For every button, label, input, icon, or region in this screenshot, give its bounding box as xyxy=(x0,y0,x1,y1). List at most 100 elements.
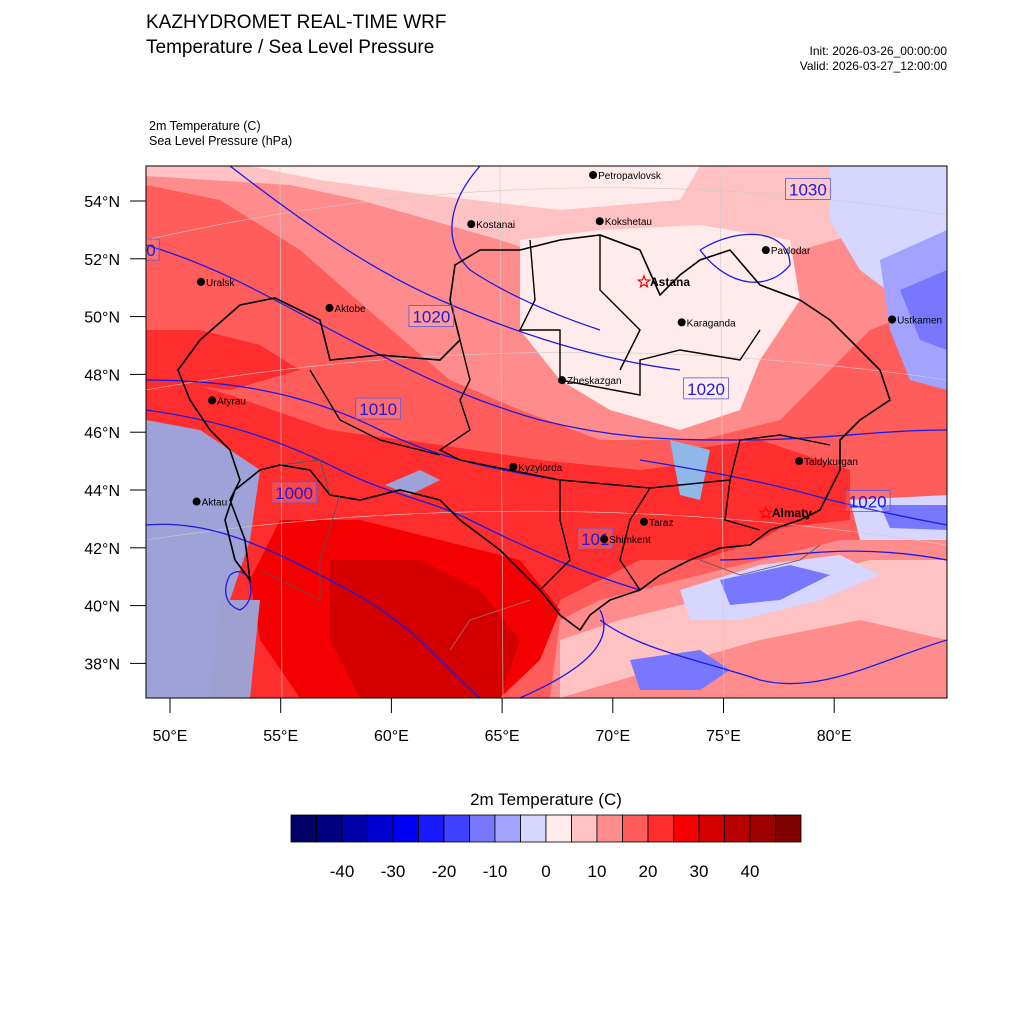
colorbar-swatch xyxy=(316,814,343,843)
isobar-label: 1020 xyxy=(849,493,887,512)
lon-tick-label: 80°E xyxy=(817,728,852,745)
isobar-label-box xyxy=(271,481,317,504)
isobar-label: 1010 xyxy=(118,241,156,260)
isobar-label: 101 xyxy=(581,530,609,549)
isobar-label-box xyxy=(844,490,891,512)
city-label: Uralsk xyxy=(206,278,235,289)
lat-tick-label: 44°N xyxy=(84,483,120,500)
city-label: Shimkent xyxy=(609,535,651,546)
borders xyxy=(177,234,891,651)
colorbar-swatch xyxy=(775,814,802,843)
colorbar-tick-label: -10 xyxy=(483,862,508,881)
lat-tick-label: 42°N xyxy=(84,541,120,558)
city-label: Zheskazgan xyxy=(567,376,621,387)
colorbar-swatch xyxy=(698,814,725,843)
lat-tick-label: 46°N xyxy=(84,425,120,442)
colorbar xyxy=(290,814,802,843)
colorbar-swatch xyxy=(341,814,368,843)
isobar-label-box xyxy=(577,527,614,550)
colorbar-swatch xyxy=(749,814,776,843)
colorbar-swatch xyxy=(290,814,317,843)
city-dot xyxy=(325,303,334,312)
city-label: Kostanai xyxy=(476,220,515,231)
city-dot xyxy=(558,376,567,385)
colorbar-swatch xyxy=(673,814,700,843)
temperature-field-label: 2m Temperature (C) xyxy=(149,119,261,133)
colorbar-title: 2m Temperature (C) xyxy=(470,790,622,809)
colorbar-swatch xyxy=(622,814,649,843)
temperature-field xyxy=(146,166,947,698)
city-label: Taldykurgan xyxy=(804,457,858,468)
longitude-axis: 50°E 55°E 60°E 65°E 70°E 75°E 80°E xyxy=(153,698,852,745)
pressure-field-label: Sea Level Pressure (hPa) xyxy=(149,134,293,148)
isobar-label-box xyxy=(683,377,729,400)
isobar-label-box xyxy=(355,397,402,420)
cities: Petropavlovsk Kostanai Kokshetau Pavlodar Ur… xyxy=(192,170,942,546)
init-time: Init: 2026-03-26_00:00:00 xyxy=(809,44,947,58)
colorbar-swatch xyxy=(571,814,598,843)
isobar-label-box xyxy=(146,238,160,261)
isobar-labels: 1010 1030 1020 1020 1010 1000 1020 101 xyxy=(118,178,891,550)
city-dot xyxy=(761,246,770,255)
colorbar-swatch xyxy=(647,814,674,843)
colorbar-swatch xyxy=(596,814,623,843)
city-dot xyxy=(677,318,686,327)
colorbar-swatch xyxy=(367,814,394,843)
city-dot xyxy=(589,170,598,179)
city-dot xyxy=(795,457,804,466)
latitude-axis: 54°N 52°N 50°N 48°N 46°N 44°N 42°N 40°N 38°N xyxy=(84,194,146,673)
field-labels: 2m Temperature (C) Sea Level Pressure (h… xyxy=(149,119,292,149)
colorbar-tick-label: 40 xyxy=(741,862,760,881)
colorbar-swatch xyxy=(724,814,751,843)
lat-tick-label: 38°N xyxy=(84,656,120,673)
forecast-times: Init: 2026-03-26_00:00:00 Valid: 2026-03… xyxy=(800,44,947,74)
lat-tick-label: 50°N xyxy=(84,310,120,327)
lon-tick-label: 50°E xyxy=(153,728,188,745)
city-dot xyxy=(467,220,476,229)
colorbar-swatch xyxy=(469,814,496,843)
city-dot xyxy=(208,396,217,405)
colorbar-tick-label: -30 xyxy=(381,862,406,881)
city-label: Kokshetau xyxy=(605,217,652,228)
lon-tick-label: 65°E xyxy=(485,728,520,745)
colorbar-swatch xyxy=(520,814,547,843)
city-label: Karaganda xyxy=(687,318,736,329)
city-dot xyxy=(509,462,518,471)
capital-star-icon xyxy=(758,505,774,520)
colorbar-swatch xyxy=(392,814,419,843)
colorbar-tick-label: 10 xyxy=(588,862,607,881)
city-dot xyxy=(192,497,201,506)
colorbar-tick-label: 20 xyxy=(639,862,658,881)
city-label: Kyzylorda xyxy=(518,463,562,474)
lon-tick-label: 60°E xyxy=(374,728,409,745)
city-label: Astana xyxy=(650,275,690,289)
colorbar-tick-label: 30 xyxy=(690,862,709,881)
city-dot xyxy=(600,535,609,544)
lat-tick-label: 54°N xyxy=(84,194,120,211)
city-label: Ustkamen xyxy=(897,315,942,326)
isobar-label: 1000 xyxy=(275,484,313,503)
city-label: Atyrau xyxy=(217,396,246,407)
city-label: Petropavlovsk xyxy=(598,171,662,182)
plot-subtitle: Temperature / Sea Level Pressure xyxy=(146,37,435,58)
city-label: Aktau xyxy=(202,498,228,509)
isobar-label: 1020 xyxy=(412,308,450,327)
lat-tick-label: 48°N xyxy=(84,367,120,384)
colorbar-swatch xyxy=(494,814,521,843)
colorbar-tick-label: -40 xyxy=(330,862,355,881)
lat-tick-label: 52°N xyxy=(84,252,120,269)
city-label: Pavlodar xyxy=(771,246,811,257)
plot-title: KAZHYDROMET REAL-TIME WRF xyxy=(146,12,447,33)
city-dot xyxy=(640,517,649,526)
isobar-label: 1030 xyxy=(789,180,827,199)
lon-tick-label: 55°E xyxy=(263,728,298,745)
colorbar-ticks: -40 -30 -20 -10 0 10 20 30 40 xyxy=(330,862,760,881)
colorbar-tick-label: -20 xyxy=(432,862,457,881)
lon-tick-label: 70°E xyxy=(595,728,630,745)
colorbar-tick-label: 0 xyxy=(541,862,550,881)
city-label: Taraz xyxy=(649,518,673,529)
isobar-label: 1020 xyxy=(687,380,725,399)
colorbar-swatch xyxy=(443,814,470,843)
city-label: Almaty xyxy=(772,506,812,520)
